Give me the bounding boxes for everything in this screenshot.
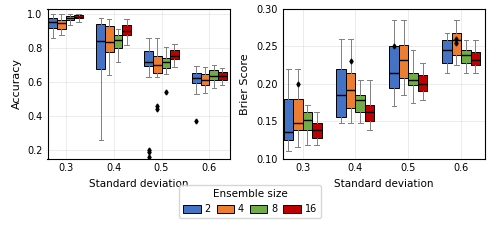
PathPatch shape [346, 73, 356, 108]
PathPatch shape [442, 40, 452, 63]
PathPatch shape [114, 34, 122, 48]
PathPatch shape [399, 45, 408, 78]
PathPatch shape [122, 25, 131, 35]
PathPatch shape [312, 123, 322, 138]
PathPatch shape [218, 72, 226, 80]
PathPatch shape [461, 50, 470, 63]
Y-axis label: Brier Score: Brier Score [240, 53, 250, 115]
PathPatch shape [201, 74, 209, 85]
PathPatch shape [170, 50, 178, 59]
PathPatch shape [452, 33, 461, 55]
PathPatch shape [153, 56, 162, 73]
X-axis label: Standard deviation: Standard deviation [89, 179, 188, 189]
PathPatch shape [390, 46, 399, 88]
PathPatch shape [470, 52, 480, 65]
PathPatch shape [284, 99, 293, 140]
PathPatch shape [365, 105, 374, 121]
PathPatch shape [302, 112, 312, 130]
PathPatch shape [192, 73, 201, 83]
PathPatch shape [336, 69, 346, 117]
PathPatch shape [144, 51, 153, 66]
PathPatch shape [57, 20, 66, 29]
PathPatch shape [162, 58, 170, 68]
Y-axis label: Accuracy: Accuracy [12, 58, 22, 109]
PathPatch shape [96, 24, 105, 68]
PathPatch shape [105, 26, 114, 52]
PathPatch shape [356, 95, 365, 112]
PathPatch shape [48, 18, 57, 28]
PathPatch shape [418, 75, 428, 91]
PathPatch shape [66, 16, 74, 20]
X-axis label: Standard deviation: Standard deviation [334, 179, 434, 189]
Legend: 2, 4, 8, 16: 2, 4, 8, 16 [179, 185, 321, 218]
PathPatch shape [74, 15, 83, 18]
PathPatch shape [210, 70, 218, 80]
PathPatch shape [293, 99, 302, 130]
PathPatch shape [408, 73, 418, 85]
